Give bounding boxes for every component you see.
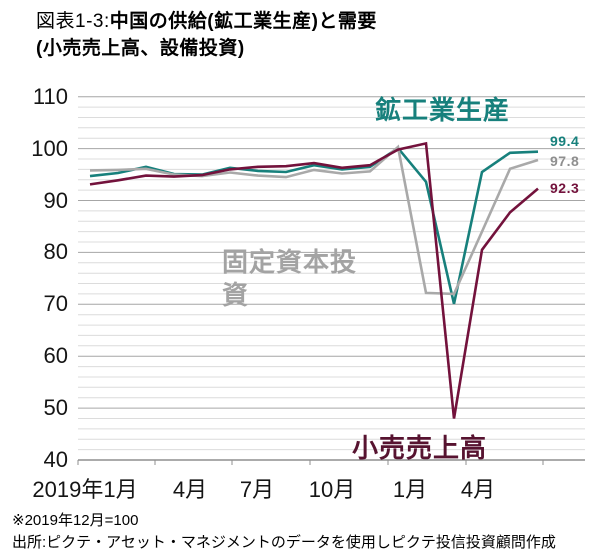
end-value-label-1: 97.8 [550, 153, 580, 170]
y-axis-label: 100 [31, 135, 68, 161]
series-annotation-line: 鉱工業生産 [375, 95, 511, 125]
series-annotation-line: 小売売上高 [352, 433, 488, 463]
x-axis-label: 7月 [239, 477, 275, 502]
source-footnote: 出所:ピクテ・アセット・マネジメントのデータを使用しピクテ投信投資顧問作成 [12, 534, 556, 551]
x-axis-label: 2019年1月 [32, 477, 138, 502]
figure-title: 図表1-3:中国の供給(鉱工業生産)と需要 (小売売上高、設備投資) [36, 8, 377, 62]
x-axis-label: 4月 [172, 477, 208, 502]
y-axis-label: 110 [32, 83, 68, 109]
end-value-label-2: 92.3 [550, 179, 580, 196]
index-footnote: ※2019年12月=100 [12, 512, 139, 529]
series-annotation-line: 固定資本投 [222, 247, 358, 277]
y-axis-label: 60 [43, 343, 68, 369]
y-axis-label: 80 [43, 239, 68, 265]
series-annotation-2: 小売売上高 [352, 432, 487, 465]
y-axis-label: 70 [43, 291, 68, 317]
figure-title-line1: 図表1-3:中国の供給(鉱工業生産)と需要 [36, 8, 377, 35]
series-annotation-line: 資 [222, 280, 250, 310]
figure-title-line2: (小売売上高、設備投資) [36, 38, 245, 59]
y-axis-label: 50 [43, 395, 68, 421]
x-axis-label: 4月 [460, 477, 496, 502]
figure-title-main: 中国の供給(鉱工業生産)と需要 [109, 11, 377, 32]
end-value-label-0: 99.4 [550, 132, 580, 149]
series-line-1 [89, 144, 539, 296]
y-axis-label: 40 [43, 447, 68, 472]
x-axis-label: 1月 [392, 477, 428, 502]
x-axis-label: 10月 [308, 477, 356, 502]
figure-number: 図表1-3: [36, 11, 110, 32]
series-annotation-0: 鉱工業生産 [375, 94, 510, 127]
series-line-2 [89, 141, 539, 419]
y-axis-label: 90 [43, 187, 68, 213]
series-annotation-1: 固定資本投資 [222, 246, 357, 312]
